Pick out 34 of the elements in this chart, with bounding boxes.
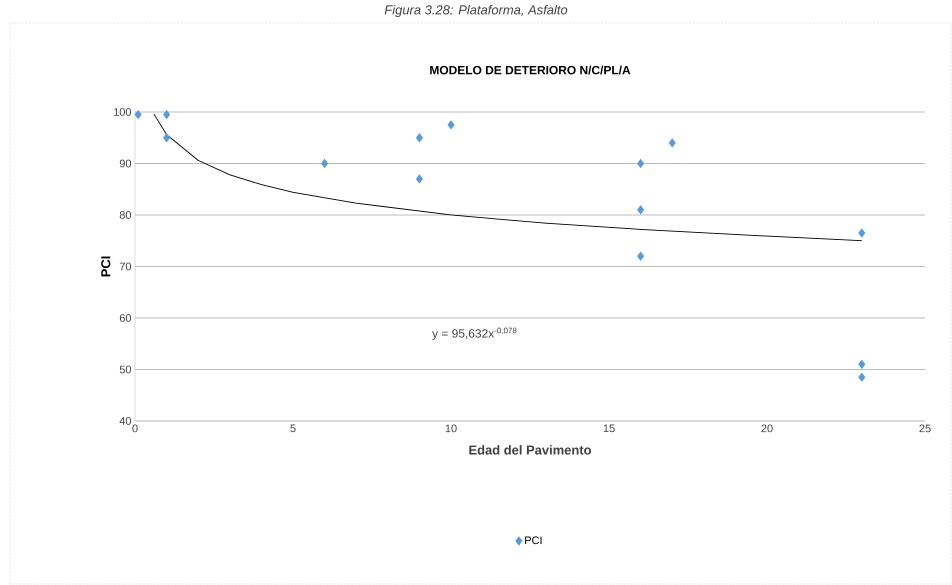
point <box>134 110 142 120</box>
y-axis-title: PCI <box>101 256 110 276</box>
y-tick-label: 90 <box>120 160 132 168</box>
point <box>637 158 644 168</box>
text: Figura 3.28: Plataforma, Asfalto <box>384 4 568 18</box>
x-tick-label: 25 <box>919 424 931 432</box>
y-tick-label: 80 <box>120 211 132 219</box>
point <box>321 158 328 168</box>
point <box>858 372 866 382</box>
x-tick-label: 20 <box>761 424 773 432</box>
y-tick-label: 100 <box>114 108 132 116</box>
x-axis-title: Edad del Pavimento <box>469 445 592 455</box>
x-tick-label: 10 <box>446 424 457 432</box>
point <box>858 228 866 238</box>
point <box>668 138 676 148</box>
y-tick-label: 70 <box>120 262 132 270</box>
point <box>416 174 423 184</box>
point <box>637 251 644 261</box>
point <box>163 110 170 120</box>
y-tick-label: 50 <box>120 366 132 374</box>
legend-label: PCI <box>525 536 542 544</box>
x-tick-label: 5 <box>290 424 296 432</box>
point <box>416 133 423 142</box>
y-tick-label: 60 <box>120 314 132 322</box>
point <box>163 133 170 142</box>
annotation: y = 95,632x$^{-0,078}$ <box>432 328 516 340</box>
line-series <box>154 114 862 242</box>
x-tick-label: 0 <box>132 424 138 432</box>
point <box>858 360 866 370</box>
point <box>637 205 644 215</box>
x-tick-label: 15 <box>604 424 615 432</box>
point <box>447 120 455 130</box>
chart-title: MODELO DE DETERIORO N/C/PL/A <box>430 66 630 74</box>
y-tick-label: 40 <box>120 417 132 425</box>
